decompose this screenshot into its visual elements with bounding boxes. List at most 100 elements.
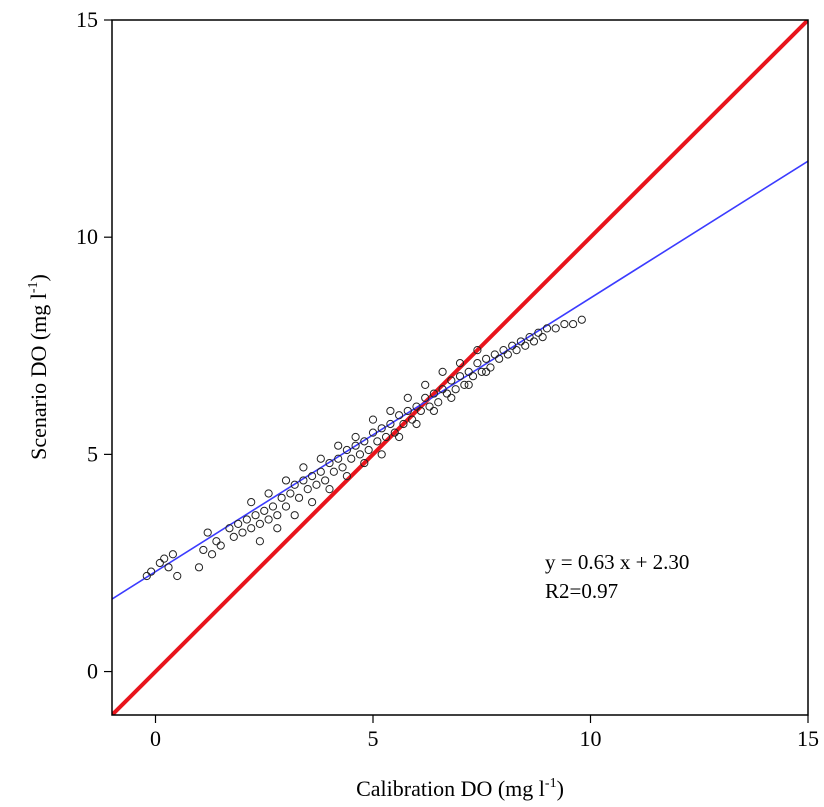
data-point (360, 437, 369, 446)
y-axis-title: Scenario DO (mg l-1) (26, 274, 51, 460)
data-point (455, 359, 465, 368)
data-point (351, 432, 360, 442)
x-tick-label: 0 (150, 726, 161, 751)
data-point (290, 511, 299, 520)
data-point (542, 324, 552, 333)
data-point (438, 367, 447, 376)
data-point (264, 489, 273, 498)
data-point (255, 519, 264, 528)
data-point (403, 406, 412, 416)
data-point (538, 332, 547, 342)
data-point (512, 346, 521, 355)
data-point (347, 454, 356, 463)
data-point (525, 332, 534, 342)
x-tick-label: 10 (580, 726, 602, 751)
data-point (473, 359, 482, 368)
data-point (351, 441, 360, 450)
data-point (242, 515, 251, 524)
data-point (508, 341, 517, 350)
data-point (255, 537, 264, 546)
data-point (434, 398, 443, 407)
y-tick-label: 0 (87, 659, 98, 684)
data-point (329, 467, 338, 476)
data-point (325, 458, 334, 468)
data-point (334, 454, 343, 463)
data-point (155, 558, 164, 568)
data-point (438, 385, 447, 394)
y-tick-label: 15 (76, 7, 98, 32)
data-point (408, 415, 417, 424)
data-point (294, 493, 304, 502)
data-point (425, 402, 434, 411)
x-axis-title: Calibration DO (mg l-1) (356, 776, 564, 801)
data-point (429, 389, 438, 398)
data-point (355, 450, 365, 459)
data-point (316, 467, 325, 476)
data-point (390, 428, 399, 437)
r-squared-label: R2=0.97 (545, 579, 618, 603)
data-point (529, 337, 539, 346)
data-point (486, 363, 495, 372)
identity-line (112, 20, 808, 715)
data-point (207, 550, 217, 559)
data-point (229, 532, 238, 542)
data-point (373, 437, 382, 446)
data-point (303, 485, 312, 494)
data-point (299, 463, 308, 472)
data-point (447, 376, 456, 385)
data-point (342, 471, 351, 481)
points-layer (142, 315, 586, 581)
data-point (468, 372, 478, 381)
data-point (338, 463, 347, 472)
data-point (247, 498, 256, 507)
data-point (473, 346, 482, 355)
data-point (421, 380, 430, 389)
lines-layer (112, 20, 808, 715)
data-point (399, 419, 408, 429)
data-point (160, 554, 169, 563)
data-point (490, 350, 499, 359)
data-point (516, 337, 526, 346)
data-point (268, 502, 278, 511)
data-point (551, 324, 560, 333)
data-point (368, 415, 378, 424)
data-point (342, 445, 351, 455)
data-point (216, 541, 225, 550)
data-point (412, 402, 421, 411)
data-point (429, 406, 438, 416)
data-point (447, 393, 456, 403)
data-point (403, 393, 412, 403)
data-point (395, 432, 404, 442)
data-point (299, 476, 308, 485)
data-point (316, 454, 325, 463)
data-point (290, 480, 299, 489)
data-point (577, 315, 586, 324)
data-point (142, 571, 151, 581)
data-point (460, 380, 469, 389)
data-point (416, 406, 425, 416)
data-point (308, 498, 317, 507)
data-point (281, 502, 291, 511)
data-point (281, 476, 291, 485)
data-point (499, 346, 508, 355)
data-point (247, 524, 256, 533)
data-point (377, 450, 386, 459)
data-point (368, 428, 378, 437)
data-point (442, 389, 452, 398)
data-point (277, 493, 286, 502)
data-point (412, 419, 421, 429)
data-point (325, 485, 334, 494)
data-point (312, 480, 321, 489)
plot-frame (111, 19, 809, 716)
data-point (260, 506, 269, 515)
data-point (495, 354, 504, 363)
data-point (286, 489, 295, 498)
axes-layer: 0 5 10 15 0 5 10 15 (76, 7, 819, 751)
data-point (569, 319, 578, 329)
data-point (377, 424, 386, 433)
data-point (173, 571, 182, 581)
data-point (386, 406, 395, 416)
data-point (199, 545, 208, 555)
x-tick-label: 15 (797, 726, 819, 751)
data-point (273, 524, 282, 533)
